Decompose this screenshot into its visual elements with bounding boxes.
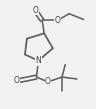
Text: O: O bbox=[14, 76, 20, 85]
Text: N: N bbox=[36, 56, 41, 65]
Text: O: O bbox=[55, 16, 61, 25]
Text: O: O bbox=[45, 77, 51, 86]
Text: O: O bbox=[33, 6, 38, 15]
